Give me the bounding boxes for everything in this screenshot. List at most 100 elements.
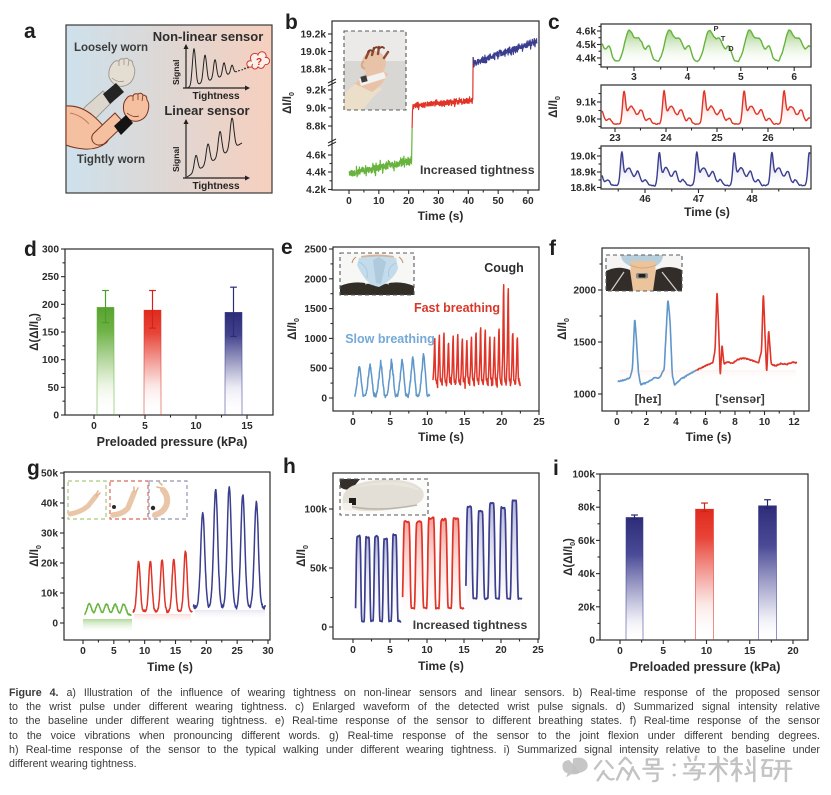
svg-text:6: 6 [791,72,797,83]
svg-text:g: g [27,457,40,480]
svg-text:300: 300 [42,245,59,256]
svg-text:24: 24 [660,133,672,144]
svg-text:40k: 40k [578,569,595,580]
svg-text:0: 0 [614,417,620,428]
svg-text:Time (s): Time (s) [684,205,730,219]
svg-text:0: 0 [617,646,623,657]
svg-text:[heɪ]: [heɪ] [635,392,662,406]
svg-text:500: 500 [310,364,327,375]
svg-text:5: 5 [111,646,117,657]
svg-text:Preloaded pressure (kPa): Preloaded pressure (kPa) [97,435,248,449]
svg-text:4: 4 [673,417,679,428]
svg-text:30: 30 [262,646,274,657]
svg-text:0: 0 [80,646,86,657]
svg-text:18.8k: 18.8k [571,183,597,194]
svg-text:9.2k: 9.2k [306,86,326,97]
svg-text:1000: 1000 [573,390,596,401]
svg-text:Δ(ΔI/I0): Δ(ΔI/I0) [563,538,577,576]
svg-text:Cough: Cough [484,261,524,275]
svg-text:40k: 40k [41,499,58,510]
svg-text:4.2k: 4.2k [306,185,326,196]
svg-text:?: ? [256,57,262,68]
svg-text:12: 12 [788,417,800,428]
svg-text:15: 15 [458,645,470,656]
svg-text:2000: 2000 [304,274,327,285]
svg-text:2500: 2500 [304,245,327,256]
svg-text:4.4k: 4.4k [306,168,326,179]
svg-text:Increased tightness: Increased tightness [420,163,535,177]
svg-text:6: 6 [703,417,709,428]
svg-text:P: P [713,24,718,33]
svg-text:50k: 50k [310,564,327,575]
svg-text:1500: 1500 [573,338,596,349]
svg-text:1000: 1000 [304,334,327,345]
svg-text:5: 5 [660,646,666,657]
svg-text:Time (s): Time (s) [147,660,193,674]
svg-text:47: 47 [693,194,705,205]
svg-text:f: f [549,237,557,260]
svg-text:15: 15 [459,417,471,428]
svg-text:9.0k: 9.0k [306,104,326,115]
svg-text:0: 0 [91,421,97,432]
svg-text:0: 0 [350,645,356,656]
svg-text:5: 5 [387,417,393,428]
svg-text:200: 200 [42,300,59,311]
svg-text:250: 250 [42,272,59,283]
svg-text:10: 10 [190,421,202,432]
svg-text:20k: 20k [578,602,595,613]
svg-text:0: 0 [52,619,58,630]
svg-text:100k: 100k [572,470,595,481]
svg-text:4.4k: 4.4k [576,54,596,65]
svg-text:1500: 1500 [304,304,327,315]
svg-text:25: 25 [231,646,243,657]
svg-text:['sensər]: ['sensər] [715,392,765,406]
svg-text:Signal: Signal [171,59,181,85]
svg-text:d: d [24,238,37,261]
svg-text:ΔI/I0: ΔI/I0 [548,96,562,118]
svg-text:0: 0 [346,196,352,207]
svg-text:i: i [553,457,559,480]
svg-text:10: 10 [421,645,433,656]
svg-text:Tightness: Tightness [192,91,239,102]
svg-text:D: D [728,44,734,53]
svg-text:Δ(ΔI/I0): Δ(ΔI/I0) [29,313,43,351]
svg-text:2: 2 [644,417,650,428]
svg-text:ΔI/I0: ΔI/I0 [557,318,571,340]
svg-text:0: 0 [321,623,327,634]
svg-text:10: 10 [373,196,385,207]
svg-text:50: 50 [48,383,60,394]
svg-text:0: 0 [350,417,356,428]
svg-text:15: 15 [744,646,756,657]
svg-text:9.1k: 9.1k [576,98,596,109]
svg-text:19.0k: 19.0k [301,47,327,58]
svg-text:15: 15 [170,646,182,657]
svg-text:20: 20 [787,646,799,657]
svg-text:5: 5 [387,645,393,656]
svg-text:0: 0 [321,394,327,405]
svg-text:9.0k: 9.0k [576,115,596,126]
svg-text:ΔI/I0: ΔI/I0 [296,545,310,567]
svg-text:ΔI/I0: ΔI/I0 [282,92,296,114]
svg-text:100: 100 [42,355,59,366]
svg-text:0: 0 [53,411,59,422]
svg-text:20k: 20k [41,559,58,570]
svg-text:Preloaded pressure (kPa): Preloaded pressure (kPa) [630,660,781,674]
svg-text:4.5k: 4.5k [576,40,596,51]
svg-text:18.8k: 18.8k [301,65,327,76]
svg-text:50: 50 [492,196,504,207]
svg-text:Linear sensor: Linear sensor [164,103,249,118]
svg-text:h: h [283,455,296,478]
svg-text:4: 4 [685,72,691,83]
svg-text:30k: 30k [41,529,58,540]
svg-text:ΔI/I0: ΔI/I0 [29,545,43,567]
svg-text:30: 30 [433,196,445,207]
svg-text:5: 5 [142,421,148,432]
svg-text:0: 0 [589,636,595,647]
svg-text:60: 60 [522,196,534,207]
svg-text:4.6k: 4.6k [306,151,326,162]
svg-text:5: 5 [738,72,744,83]
svg-text:20: 20 [201,646,213,657]
svg-text:Slow breathing: Slow breathing [345,332,435,346]
svg-text:48: 48 [746,194,758,205]
svg-text:10k: 10k [41,589,58,600]
